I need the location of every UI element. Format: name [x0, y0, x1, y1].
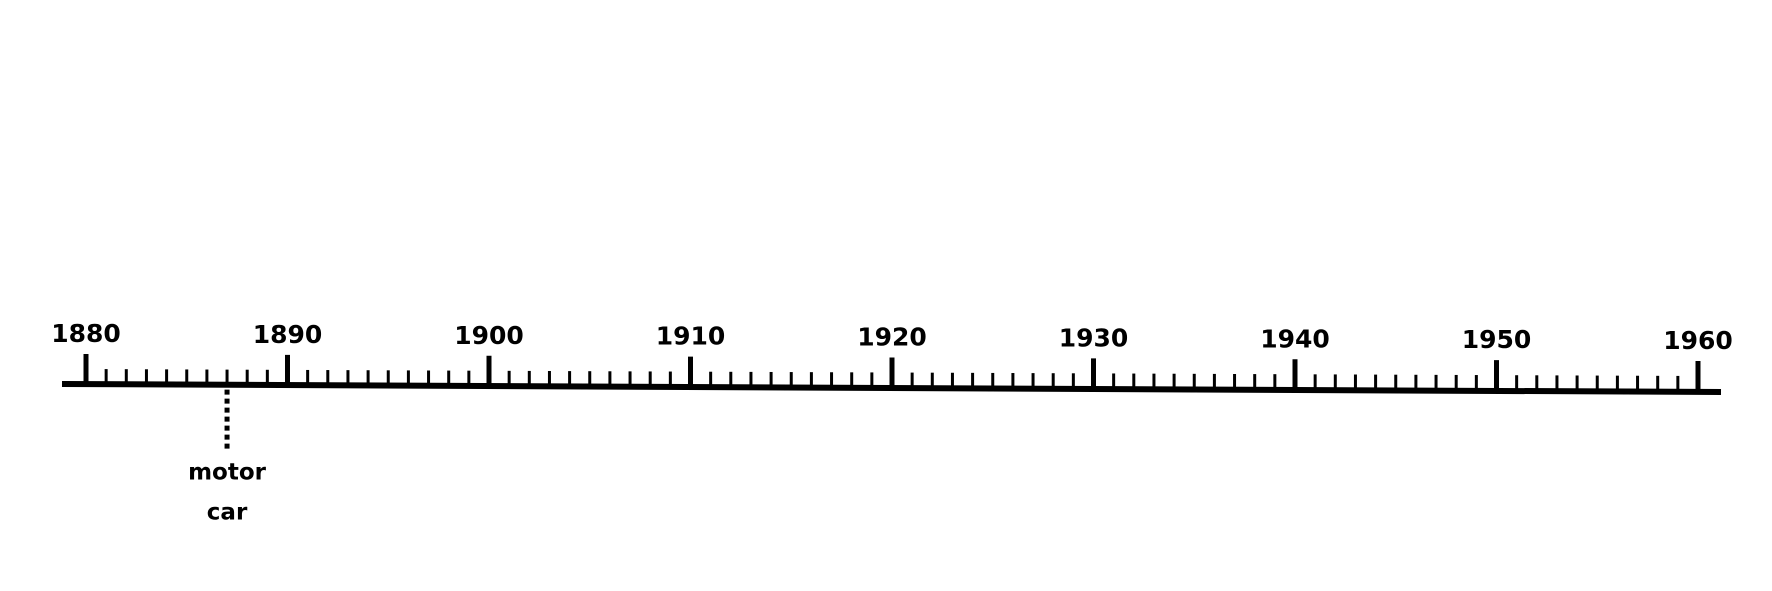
event-label-line: car	[207, 500, 248, 526]
timeline-year-labels: 1880 1890 1900 1910 1920 1930 1940 1950 1960	[51, 319, 1733, 355]
year-label-1880: 1880	[51, 319, 121, 348]
timeline-ticks	[83, 354, 1701, 391]
timeline-events: motor car	[188, 389, 267, 526]
timeline-axis	[61, 380, 1722, 396]
year-label-1950: 1950	[1462, 325, 1532, 354]
event-label-line: motor	[188, 460, 267, 486]
year-label-1890: 1890	[253, 320, 323, 349]
year-label-1960: 1960	[1663, 326, 1733, 355]
year-label-1920: 1920	[857, 323, 927, 352]
year-label-1910: 1910	[656, 322, 726, 351]
year-label-1900: 1900	[454, 321, 524, 350]
year-label-1940: 1940	[1260, 324, 1330, 353]
year-label-1930: 1930	[1059, 323, 1129, 352]
event-label: motor car	[188, 460, 267, 526]
